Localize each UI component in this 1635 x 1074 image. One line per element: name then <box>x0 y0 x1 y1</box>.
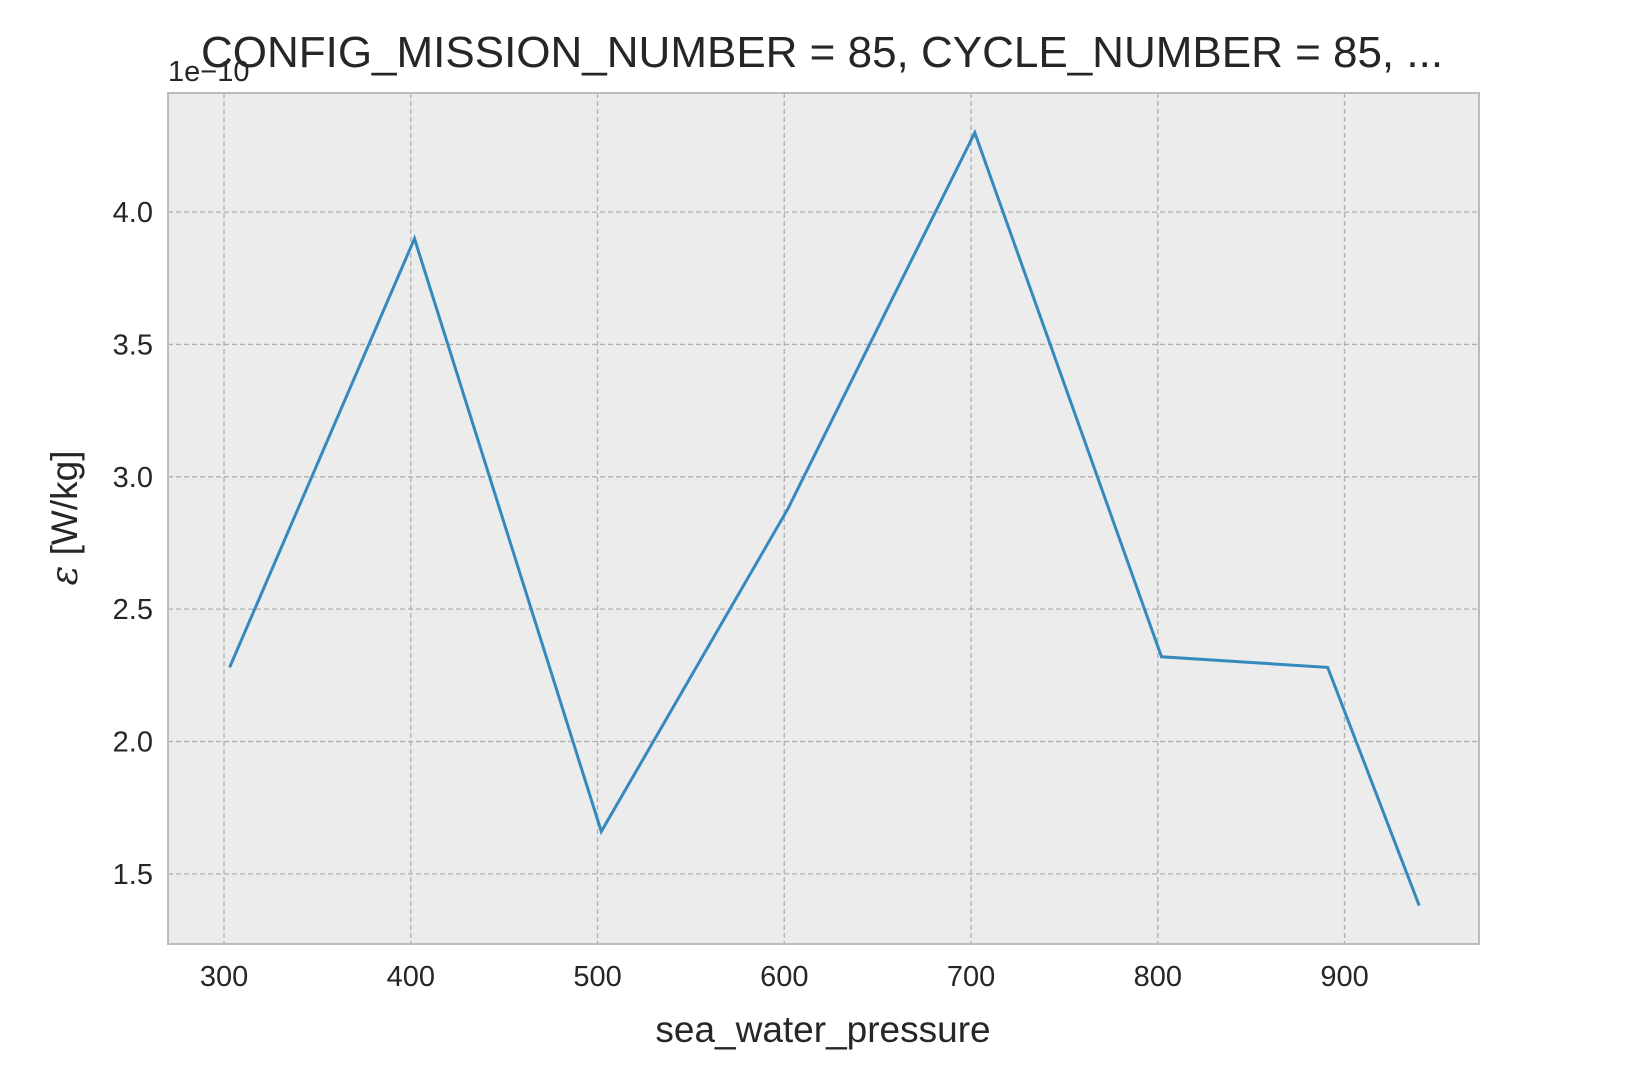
y-tick-labels: 1.5 2.0 2.5 3.0 3.5 4.0 <box>113 197 153 891</box>
plot-background <box>168 93 1479 944</box>
y-axis-label: ε [W/kg] <box>43 451 86 586</box>
y-axis-symbol: ε <box>43 566 86 586</box>
x-tick-label: 600 <box>760 961 808 993</box>
x-tick-label: 400 <box>387 961 435 993</box>
y-offset-label: 1e−10 <box>168 56 249 88</box>
grid-lines <box>168 93 1479 944</box>
y-axis-unit: [W/kg] <box>44 451 85 556</box>
x-tick-label: 700 <box>947 961 995 993</box>
x-axis-label: sea_water_pressure <box>655 1009 990 1050</box>
y-tick-label: 2.0 <box>113 727 153 759</box>
chart-title: CONFIG_MISSION_NUMBER = 85, CYCLE_NUMBER… <box>201 28 1443 77</box>
series-line <box>228 128 1421 907</box>
x-tick-label: 500 <box>573 961 621 993</box>
plot-frame <box>167 92 1480 945</box>
y-tick-label: 2.5 <box>113 594 153 626</box>
y-tick-label: 3.0 <box>113 462 153 494</box>
x-tick-label: 800 <box>1134 961 1182 993</box>
y-axis-unit-space <box>44 555 85 565</box>
series-layer <box>228 128 1421 907</box>
y-tick-label: 3.5 <box>113 329 153 361</box>
x-tick-label: 300 <box>200 961 248 993</box>
y-tick-label: 1.5 <box>113 859 153 891</box>
y-tick-label: 4.0 <box>113 197 153 229</box>
x-tick-label: 900 <box>1320 961 1368 993</box>
x-tick-labels: 300 400 500 600 700 800 900 <box>200 961 1369 993</box>
